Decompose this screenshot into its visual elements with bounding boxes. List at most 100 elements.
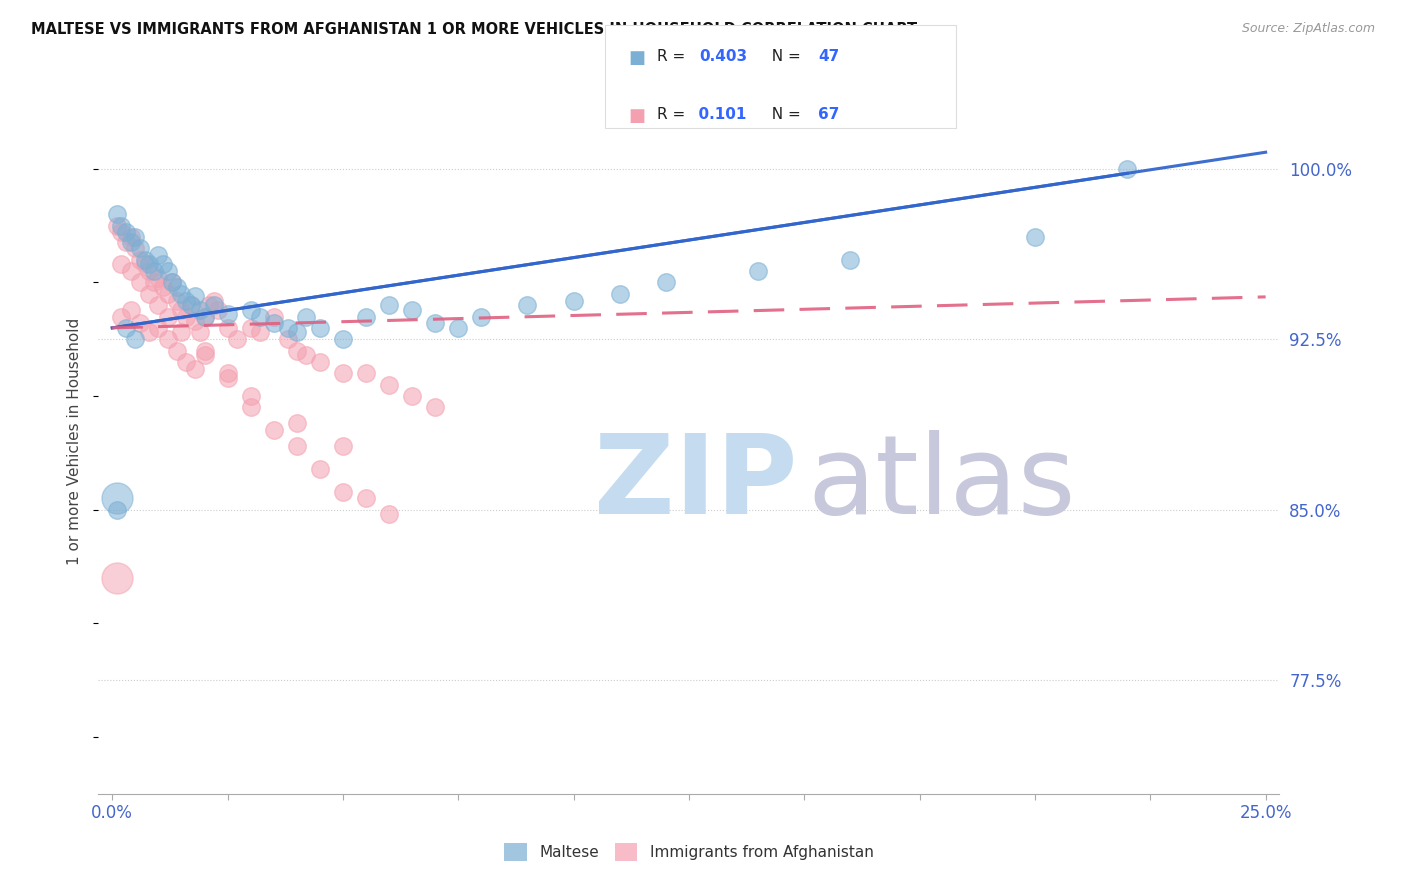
Point <box>110 257 132 271</box>
Y-axis label: 1 or more Vehicles in Household: 1 or more Vehicles in Household <box>67 318 83 566</box>
Point <box>120 264 142 278</box>
Point <box>285 417 308 431</box>
Point <box>170 302 193 317</box>
Point <box>138 326 160 340</box>
Point <box>354 367 377 381</box>
Text: ■: ■ <box>628 107 645 125</box>
Point <box>148 298 170 312</box>
Point <box>747 264 769 278</box>
Point <box>655 276 678 290</box>
Point <box>332 367 354 381</box>
Point <box>134 257 156 271</box>
Point <box>470 310 492 324</box>
Point <box>156 264 179 278</box>
Point <box>295 310 318 324</box>
Text: N =: N = <box>762 49 806 64</box>
Point <box>120 235 142 249</box>
Point <box>142 264 165 278</box>
Point <box>129 252 152 267</box>
Point <box>249 326 271 340</box>
Point <box>180 298 202 312</box>
Point <box>309 321 332 335</box>
Point <box>309 355 332 369</box>
Point <box>447 321 470 335</box>
Point <box>105 571 128 585</box>
Point <box>295 348 318 362</box>
Point <box>124 332 146 346</box>
Point <box>217 371 239 385</box>
Point <box>156 286 179 301</box>
Point <box>1116 161 1139 176</box>
Point <box>115 321 138 335</box>
Point <box>516 298 538 312</box>
Text: 0.101: 0.101 <box>688 107 747 122</box>
Point <box>193 348 215 362</box>
Point <box>148 271 170 285</box>
Point <box>138 286 160 301</box>
Text: 0.403: 0.403 <box>699 49 747 64</box>
Point <box>152 257 174 271</box>
Point <box>184 289 207 303</box>
Point <box>839 252 862 267</box>
Point <box>170 326 193 340</box>
Point <box>202 298 225 312</box>
Text: R =: R = <box>657 107 690 122</box>
Point <box>142 276 165 290</box>
Point <box>115 226 138 240</box>
Point <box>110 226 132 240</box>
Point <box>285 439 308 453</box>
Point <box>188 302 211 317</box>
Point <box>174 355 197 369</box>
Point <box>110 219 132 233</box>
Point <box>156 310 179 324</box>
Point <box>138 257 160 271</box>
Point <box>115 235 138 249</box>
Point <box>609 286 631 301</box>
Point <box>401 389 423 403</box>
Point <box>110 310 132 324</box>
Point <box>120 302 142 317</box>
Point <box>184 361 207 376</box>
Point <box>174 293 197 308</box>
Point <box>152 280 174 294</box>
Point <box>263 423 285 437</box>
Point <box>174 310 197 324</box>
Text: ZIP: ZIP <box>595 430 797 537</box>
Point <box>148 248 170 262</box>
Text: R =: R = <box>657 49 690 64</box>
Point <box>354 491 377 506</box>
Point <box>217 321 239 335</box>
Point <box>285 326 308 340</box>
Point <box>217 307 239 321</box>
Point <box>249 310 271 324</box>
Point <box>225 332 247 346</box>
Point <box>162 276 184 290</box>
Text: 47: 47 <box>818 49 839 64</box>
Text: Source: ZipAtlas.com: Source: ZipAtlas.com <box>1241 22 1375 36</box>
Point <box>217 367 239 381</box>
Point <box>277 321 299 335</box>
Text: N =: N = <box>762 107 806 122</box>
Point <box>180 298 202 312</box>
Point <box>207 302 229 317</box>
Point <box>401 302 423 317</box>
Text: atlas: atlas <box>807 430 1076 537</box>
Point <box>193 343 215 358</box>
Point <box>129 276 152 290</box>
Point <box>129 241 152 255</box>
Point <box>198 298 221 312</box>
Point <box>425 316 447 330</box>
Point <box>239 401 262 415</box>
Point <box>332 439 354 453</box>
Point <box>309 462 332 476</box>
Point <box>285 343 308 358</box>
Point <box>562 293 585 308</box>
Point <box>378 298 401 312</box>
Point <box>378 377 401 392</box>
Point <box>148 321 170 335</box>
Point <box>138 264 160 278</box>
Point <box>263 316 285 330</box>
Point <box>354 310 377 324</box>
Point <box>1024 230 1046 244</box>
Point <box>332 484 354 499</box>
